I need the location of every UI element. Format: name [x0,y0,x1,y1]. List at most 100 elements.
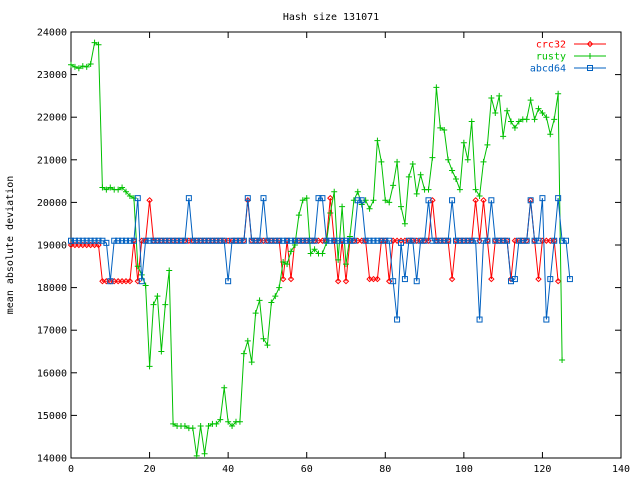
data-point [288,248,294,255]
data-point [405,173,412,180]
data-point [146,197,153,204]
data-point [181,237,188,244]
data-point [233,237,239,244]
data-point [221,237,228,244]
data-point [87,60,94,67]
data-point [162,301,169,308]
data-point [272,293,279,300]
y-tick-label: 20000 [37,198,67,209]
series-layer [67,39,573,459]
data-point [587,65,593,71]
data-point [287,275,295,283]
data-point [107,278,114,285]
data-point [126,193,133,200]
y-tick-label: 17000 [37,326,67,337]
data-point [126,237,133,244]
data-point [75,65,82,72]
data-point [335,237,342,244]
series-rusty [68,39,566,459]
data-point [315,195,322,202]
data-point [95,237,102,244]
data-point [327,237,334,244]
data-point [535,275,542,283]
x-tick-label: 100 [455,464,473,475]
data-point [425,186,432,193]
data-point [398,239,404,246]
data-point [484,141,491,148]
data-point [185,195,192,202]
data-point [472,237,479,244]
data-point [429,154,436,161]
data-point [382,237,389,244]
data-point [429,237,436,244]
x-tick-label: 80 [379,464,391,475]
data-point [480,197,487,204]
data-point [339,203,346,210]
data-point [260,335,267,342]
y-tick-label: 18000 [37,283,67,294]
data-point [95,41,102,48]
data-point [492,109,499,116]
data-point [515,237,522,244]
data-point [225,278,232,285]
data-point [566,276,573,283]
data-point [535,105,542,112]
data-point [276,284,283,291]
data-point [138,278,145,285]
data-point [130,237,137,244]
data-point [276,237,283,244]
data-point [197,237,204,244]
data-point [193,452,200,459]
data-point [358,197,365,204]
data-point [342,278,350,285]
data-point [547,276,554,283]
data-point [409,161,416,168]
x-tick-label: 0 [68,464,74,475]
data-point [331,237,338,244]
data-point [83,237,90,244]
data-point [307,250,314,257]
data-point [295,237,302,244]
data-point [311,246,318,253]
data-point [343,261,349,268]
data-point [229,237,236,244]
data-point [488,275,495,283]
data-point [123,188,129,195]
data-point [425,197,432,204]
y-tick-label: 21000 [37,155,67,166]
data-point [170,237,177,244]
data-point [508,118,514,125]
data-point [527,197,534,204]
data-point [126,278,134,285]
data-point [492,237,499,244]
data-point [456,186,463,193]
data-point [209,237,216,244]
data-point [240,350,247,357]
data-point [398,203,404,210]
data-point [327,194,334,202]
data-point [311,237,318,244]
data-point [158,348,165,355]
data-point [256,297,263,304]
data-point [354,197,361,204]
data-point [511,276,518,283]
legend-label: crc32 [536,40,566,51]
x-tick-label: 60 [301,464,313,475]
data-point [587,53,593,59]
data-point [511,124,518,131]
data-point [236,237,243,244]
y-tick-label: 19000 [37,241,67,252]
data-point [374,275,381,283]
data-point [504,107,511,114]
data-point [193,237,200,244]
data-point [535,237,542,244]
data-point [154,237,161,244]
data-point [480,237,487,244]
data-point [484,237,491,244]
data-point [531,237,538,244]
y-tick-label: 16000 [37,368,67,379]
data-point [468,237,475,244]
data-point [252,237,259,244]
data-point [71,63,78,70]
